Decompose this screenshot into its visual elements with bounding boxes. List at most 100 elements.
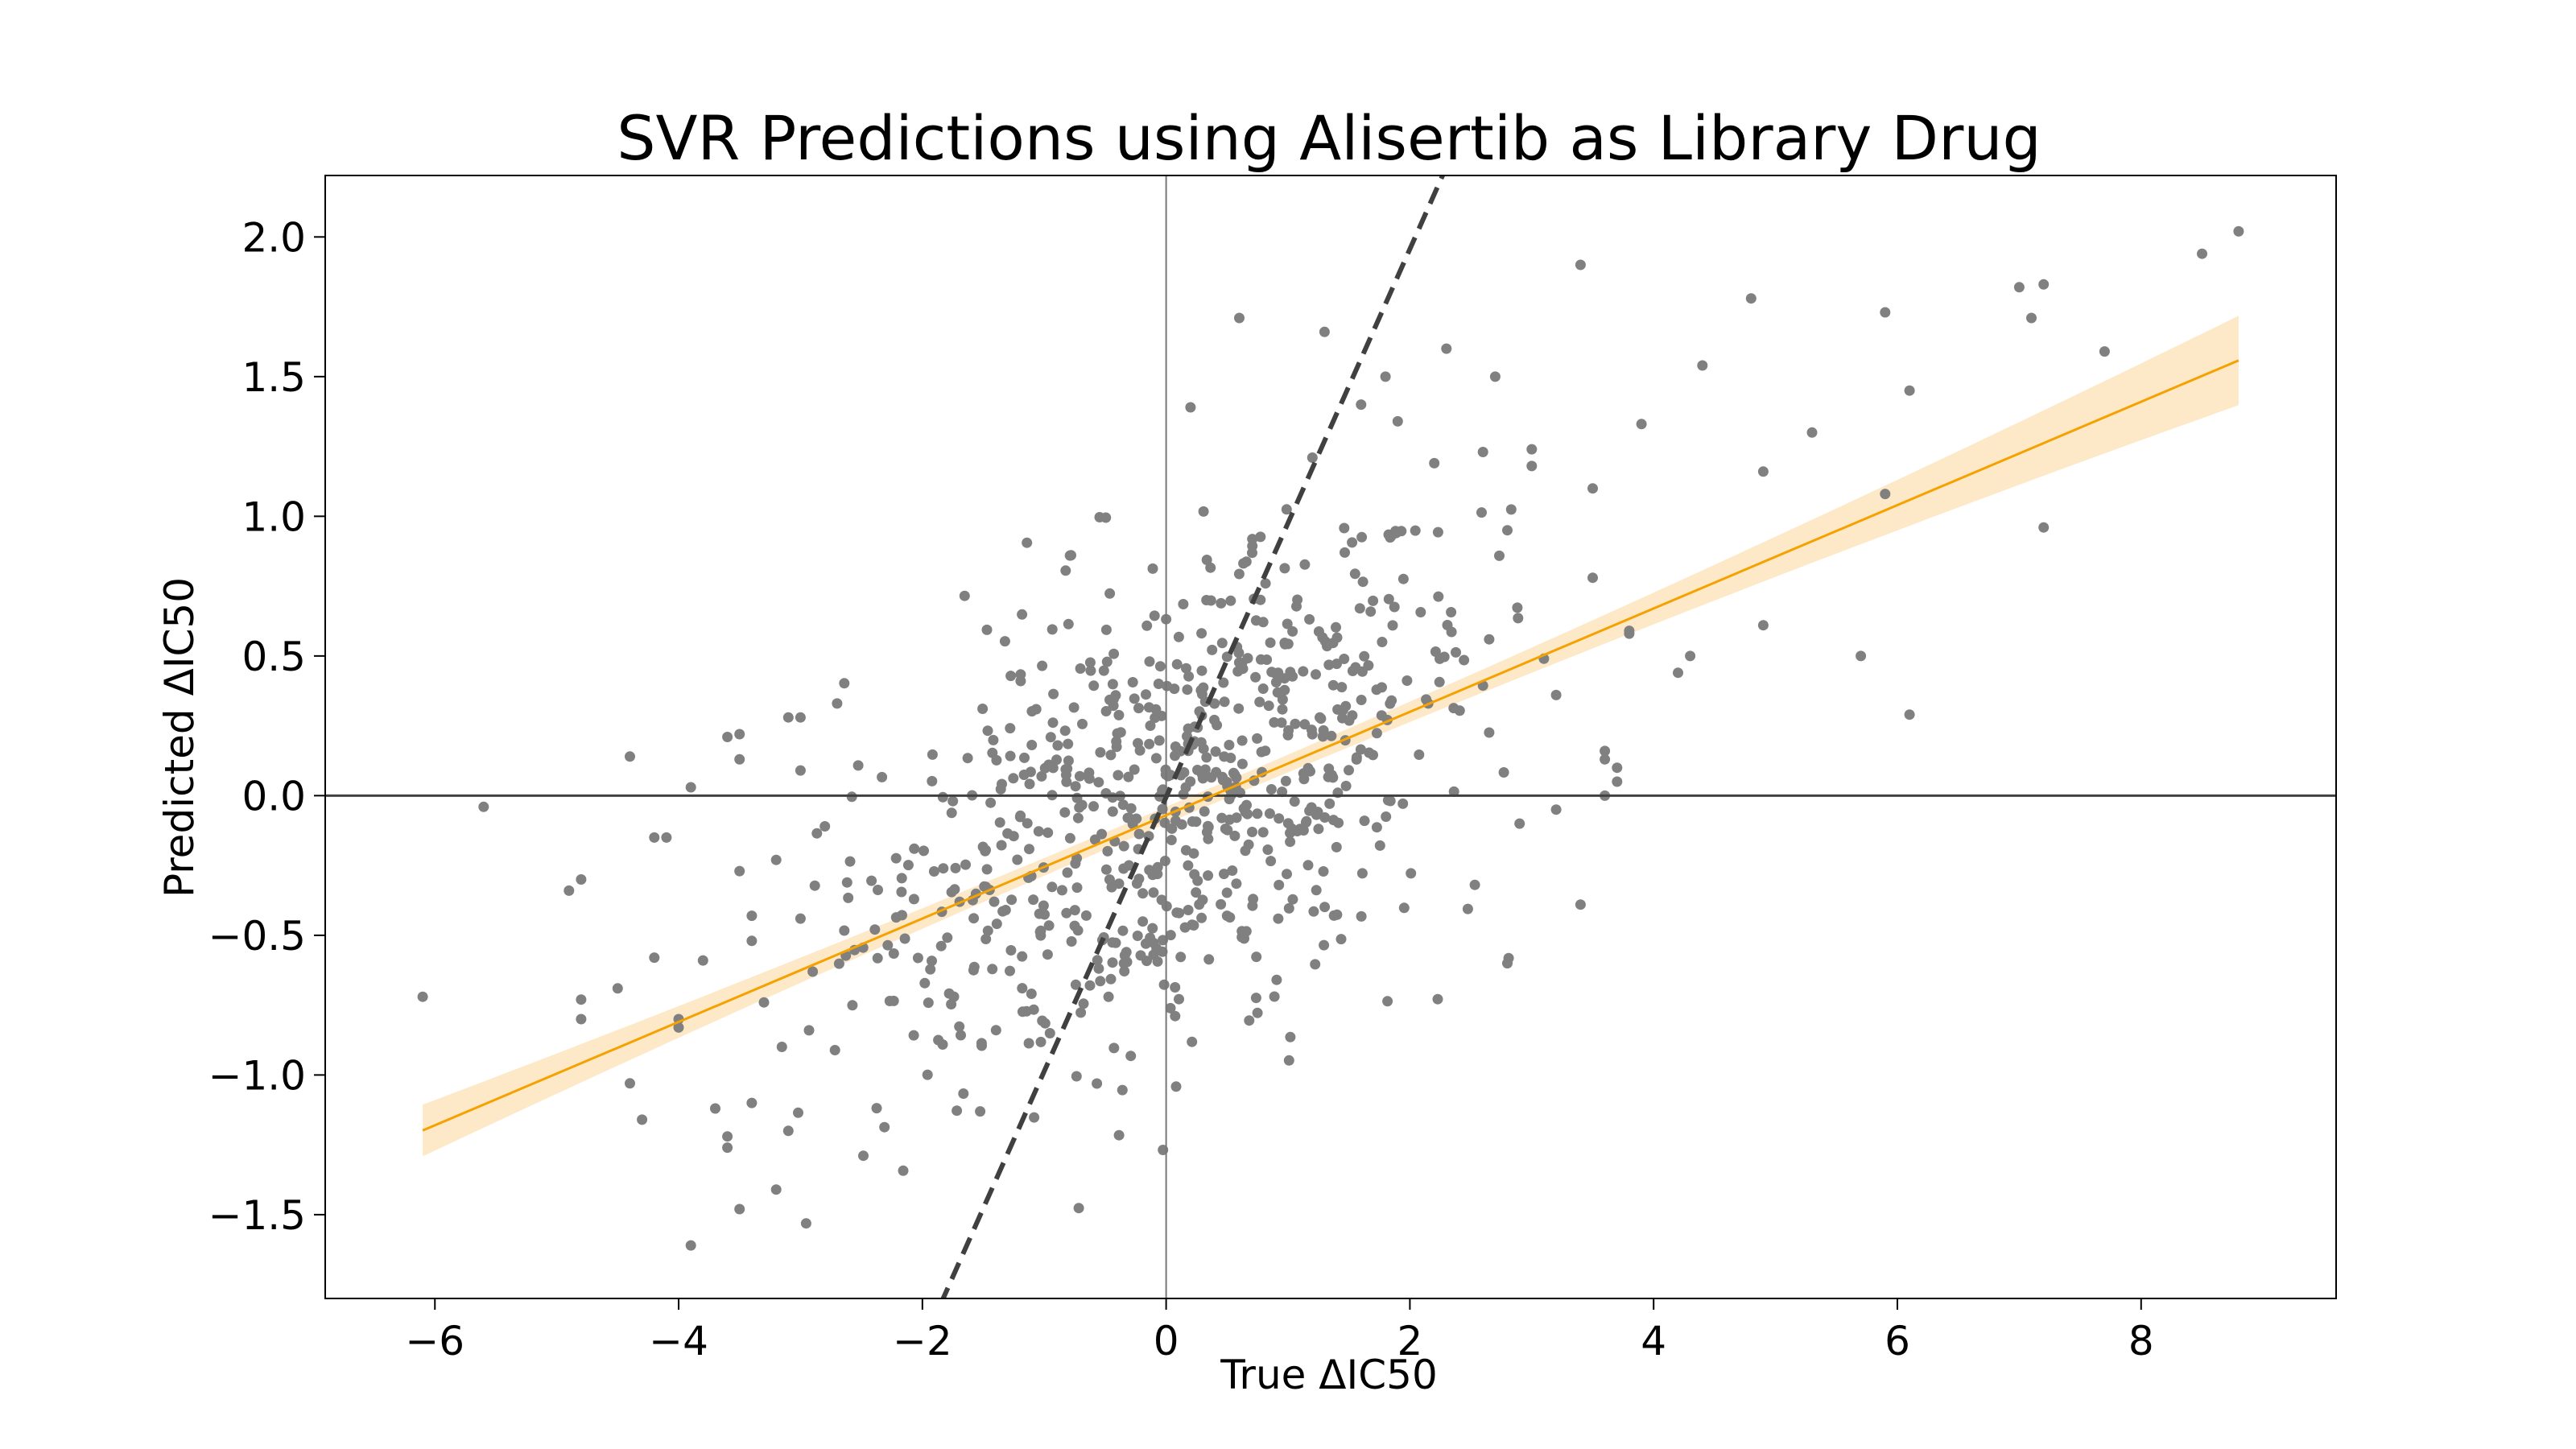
- data-point: [1170, 815, 1181, 827]
- data-point: [1107, 806, 1118, 817]
- data-point: [1236, 735, 1248, 746]
- data-point: [1076, 799, 1088, 811]
- data-point: [999, 636, 1010, 647]
- data-point: [1078, 998, 1089, 1009]
- data-point: [734, 865, 745, 877]
- data-point: [1183, 905, 1194, 915]
- data-point: [1281, 504, 1292, 515]
- data-point: [1434, 676, 1445, 687]
- data-point: [1757, 466, 1769, 477]
- data-point: [1068, 702, 1080, 713]
- data-point: [1387, 620, 1398, 631]
- data-point: [898, 1165, 909, 1176]
- data-point: [1550, 804, 1562, 815]
- data-point: [1270, 677, 1282, 687]
- data-point: [1107, 679, 1118, 690]
- data-point: [1323, 763, 1335, 774]
- data-point: [576, 1013, 587, 1025]
- data-point: [1231, 772, 1242, 783]
- data-point: [1624, 628, 1635, 639]
- data-point: [1550, 689, 1562, 700]
- data-point: [1072, 812, 1084, 824]
- data-point: [1318, 866, 1329, 877]
- data-point: [1074, 770, 1085, 782]
- data-point: [1269, 667, 1281, 679]
- data-point: [1251, 952, 1262, 963]
- data-point: [1048, 688, 1059, 700]
- data-point: [1489, 371, 1501, 382]
- data-point: [1371, 822, 1382, 833]
- data-point: [839, 925, 850, 936]
- data-point: [988, 734, 999, 745]
- data-point: [1331, 632, 1343, 643]
- data-point: [1414, 749, 1425, 760]
- data-point: [1356, 910, 1367, 922]
- data-point: [922, 1069, 933, 1080]
- data-point: [1385, 795, 1396, 807]
- data-point: [1133, 828, 1145, 840]
- data-point: [1015, 675, 1026, 687]
- data-point: [1005, 750, 1016, 762]
- data-point: [1039, 762, 1051, 774]
- y-tick-label: 1.5: [242, 354, 306, 401]
- data-point: [1080, 910, 1092, 921]
- data-point: [809, 880, 820, 891]
- data-point: [990, 1025, 1001, 1036]
- data-point: [1262, 844, 1274, 855]
- data-point: [1117, 925, 1129, 936]
- data-point: [844, 856, 856, 867]
- data-point: [1261, 654, 1273, 665]
- data-point: [1512, 602, 1523, 613]
- data-point: [1335, 934, 1347, 945]
- data-point: [1285, 836, 1296, 848]
- data-point: [1347, 666, 1358, 676]
- data-point: [1135, 950, 1146, 961]
- data-point: [1060, 764, 1071, 775]
- y-axis-label: Predicted ΔIC50: [156, 577, 203, 898]
- data-point: [1356, 531, 1368, 543]
- data-point: [1685, 650, 1696, 662]
- data-point: [1233, 647, 1245, 658]
- data-point: [1064, 832, 1075, 844]
- data-point: [1022, 818, 1033, 829]
- data-point: [1410, 525, 1421, 536]
- data-point: [1377, 637, 1388, 647]
- data-point: [1513, 613, 1524, 624]
- data-point: [1196, 912, 1208, 923]
- data-point: [1183, 671, 1195, 682]
- data-point: [710, 1103, 720, 1114]
- data-point: [1033, 826, 1044, 837]
- data-point: [1265, 856, 1277, 867]
- data-point: [1503, 952, 1514, 964]
- data-point: [1037, 660, 1048, 671]
- data-point: [2026, 312, 2037, 324]
- data-point: [1282, 869, 1292, 880]
- data-point: [1241, 926, 1252, 937]
- data-point: [871, 1103, 882, 1114]
- data-point: [776, 1042, 787, 1052]
- data-point: [1035, 930, 1046, 941]
- data-point: [1904, 385, 1915, 396]
- data-point: [1084, 980, 1096, 991]
- data-point: [1462, 903, 1473, 914]
- data-point: [1331, 621, 1341, 633]
- data-point: [1071, 852, 1083, 864]
- data-point: [908, 894, 919, 905]
- data-point: [1263, 700, 1274, 712]
- data-point: [1178, 599, 1189, 609]
- data-point: [1207, 644, 1218, 655]
- data-point: [1206, 772, 1217, 783]
- data-point: [882, 939, 894, 951]
- data-point: [1451, 646, 1461, 658]
- data-point: [811, 828, 823, 839]
- data-point: [1282, 618, 1293, 630]
- data-point: [734, 753, 745, 765]
- data-point: [1236, 758, 1248, 770]
- data-point: [1188, 920, 1199, 931]
- data-point: [1332, 704, 1344, 715]
- data-point: [1014, 811, 1026, 823]
- data-point: [2197, 248, 2207, 259]
- data-point: [1282, 638, 1294, 650]
- data-point: [1113, 770, 1124, 781]
- data-point: [1433, 591, 1444, 602]
